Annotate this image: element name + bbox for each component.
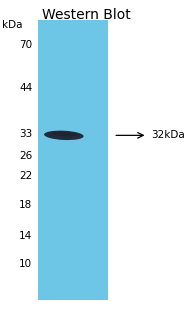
Text: 70: 70 (19, 40, 32, 50)
Ellipse shape (44, 131, 84, 140)
Text: 10: 10 (19, 259, 32, 269)
Text: 18: 18 (19, 201, 32, 210)
Text: Western Blot: Western Blot (42, 8, 131, 22)
Bar (38, 20, 108, 300)
Text: 22: 22 (19, 171, 32, 181)
Text: 33: 33 (19, 129, 32, 139)
Text: 26: 26 (19, 151, 32, 161)
Text: 32kDa: 32kDa (151, 130, 185, 140)
Text: kDa: kDa (2, 20, 22, 30)
Text: 14: 14 (19, 231, 32, 241)
Ellipse shape (51, 132, 79, 136)
Text: 44: 44 (19, 83, 32, 93)
